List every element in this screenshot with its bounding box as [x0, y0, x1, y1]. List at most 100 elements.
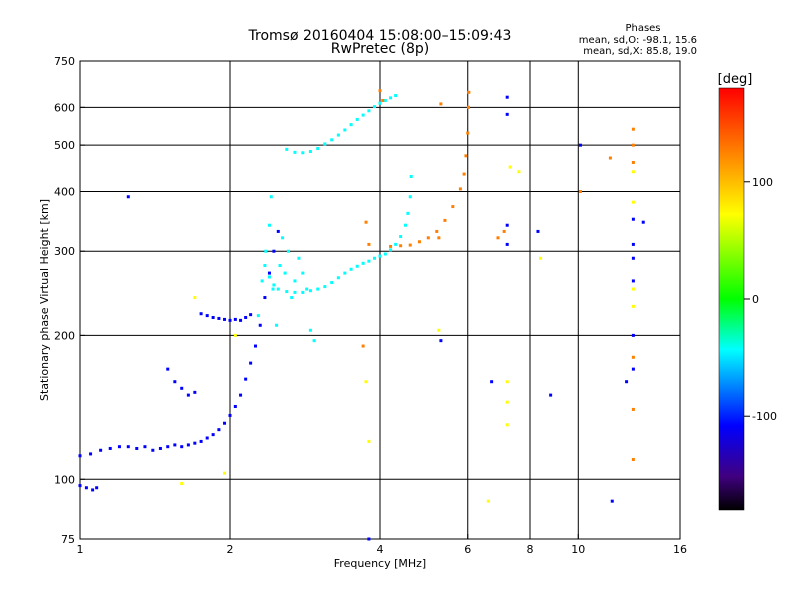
y-tick-labels: 75 100 200 300 400 500 600 750	[54, 55, 85, 546]
data-point	[199, 439, 203, 443]
data-point	[467, 90, 471, 94]
y-axis-label: Stationary phase Virtual Height [km]	[38, 199, 51, 401]
data-point	[403, 223, 407, 227]
data-point	[126, 195, 130, 199]
data-point	[364, 380, 368, 384]
x-tick-label: 16	[673, 543, 687, 556]
data-point	[409, 174, 413, 178]
data-point	[361, 113, 365, 117]
data-point	[272, 249, 276, 253]
y-tick-label: 750	[54, 55, 75, 68]
data-point	[631, 367, 635, 371]
data-point	[625, 380, 629, 384]
data-point	[267, 275, 271, 279]
data-point	[78, 484, 82, 488]
data-point	[301, 151, 305, 155]
colorbar-ticks: 100 0 -100	[744, 176, 777, 423]
data-point	[417, 240, 421, 244]
data-point	[383, 252, 387, 256]
data-point	[186, 443, 190, 447]
data-point	[505, 400, 509, 404]
data-point	[578, 189, 582, 193]
phase-header: Phases	[625, 23, 660, 34]
x-tick-label: 1	[77, 543, 84, 556]
data-point	[173, 443, 177, 447]
data-point	[249, 361, 253, 365]
data-point	[95, 486, 99, 490]
data-point	[437, 236, 441, 240]
data-point	[381, 99, 385, 103]
data-point	[217, 316, 221, 320]
colorbar-label: [deg]	[718, 72, 753, 87]
chart-subtitle: RwPretec (8p)	[331, 41, 429, 57]
y-tick-label: 400	[54, 185, 75, 198]
data-point	[211, 433, 215, 437]
data-point	[367, 109, 371, 113]
data-point	[508, 165, 512, 169]
y-tick-label: 500	[54, 139, 75, 152]
data-point	[486, 499, 490, 503]
data-point	[505, 223, 509, 227]
data-point	[549, 393, 553, 397]
data-point	[249, 313, 253, 317]
data-point	[286, 249, 290, 253]
data-point	[84, 486, 88, 490]
data-point	[502, 229, 506, 233]
data-point	[578, 143, 582, 147]
data-point	[217, 428, 221, 432]
data-point	[608, 156, 612, 160]
data-point	[312, 339, 316, 343]
data-point	[199, 312, 203, 316]
colorbar-tick-label: 0	[752, 293, 759, 306]
y-tick-label: 600	[54, 101, 75, 114]
x-tick-label: 10	[571, 543, 585, 556]
data-point	[256, 314, 260, 318]
data-point	[135, 446, 139, 450]
data-point	[301, 271, 305, 275]
data-point	[263, 264, 267, 268]
data-point	[275, 323, 279, 327]
data-point	[89, 452, 93, 456]
data-point	[180, 445, 184, 449]
data-point	[283, 271, 287, 275]
data-point	[631, 304, 635, 308]
data-point	[394, 242, 398, 246]
data-point	[631, 256, 635, 260]
data-point	[126, 445, 130, 449]
data-point	[355, 264, 359, 268]
data-point	[233, 404, 237, 408]
data-point	[361, 344, 365, 348]
data-point	[233, 333, 237, 337]
data-point	[505, 423, 509, 427]
data-point	[263, 296, 267, 300]
data-point	[143, 445, 147, 449]
data-point	[305, 287, 309, 291]
data-point	[631, 242, 635, 246]
data-point	[264, 249, 268, 253]
data-point	[205, 436, 209, 440]
data-point	[193, 296, 197, 300]
data-point	[308, 289, 312, 293]
data-point	[330, 138, 334, 142]
data-point	[349, 123, 353, 127]
data-point	[308, 149, 312, 153]
data-point	[99, 448, 103, 452]
data-point	[281, 236, 285, 240]
data-point	[631, 160, 635, 164]
data-point	[323, 285, 327, 289]
data-point	[631, 217, 635, 221]
data-point	[186, 393, 190, 397]
data-point	[383, 99, 387, 103]
data-point	[239, 318, 243, 322]
data-point	[539, 256, 543, 260]
data-point	[458, 187, 462, 191]
data-points	[78, 89, 645, 541]
data-point	[272, 283, 276, 287]
data-point	[408, 243, 412, 247]
data-point	[399, 235, 403, 239]
data-point	[276, 229, 280, 233]
data-point	[373, 256, 377, 260]
data-point	[464, 154, 468, 158]
data-point	[117, 445, 121, 449]
data-point	[378, 101, 382, 105]
